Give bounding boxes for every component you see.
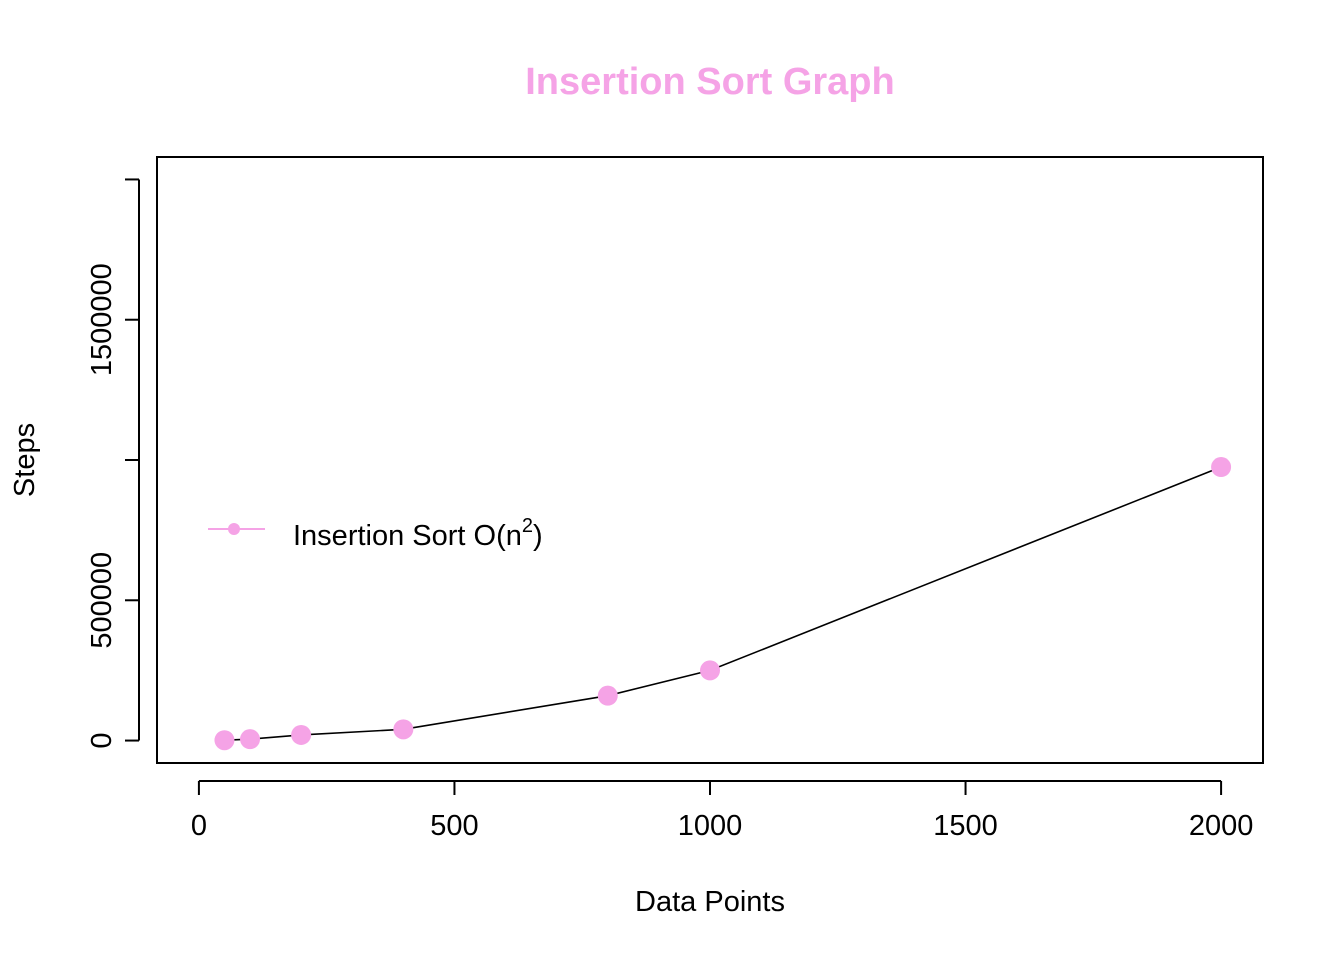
y-tick-label: 0	[86, 732, 118, 748]
y-axis: 0 500000 1500000	[86, 178, 140, 749]
x-tick-label: 1500	[933, 810, 998, 842]
y-axis-title: Steps	[9, 423, 41, 497]
y-tick-label: 1500000	[86, 263, 118, 376]
legend-marker-swatch	[228, 523, 240, 535]
legend-label-text: Insertion Sort O(	[293, 520, 506, 552]
chart-title: Insertion Sort Graph	[525, 61, 894, 103]
legend-label-superscript: 2	[522, 515, 533, 537]
data-point	[597, 685, 618, 706]
legend-label-close: )	[533, 520, 543, 552]
x-axis: 0 500 1000 1500 2000	[191, 780, 1254, 842]
data-point	[214, 730, 235, 751]
x-tick-label: 500	[430, 810, 478, 842]
data-point	[291, 724, 312, 745]
x-tick-label: 0	[191, 810, 207, 842]
legend-label-base: n	[506, 520, 522, 552]
plot-area	[214, 457, 1232, 751]
data-point	[393, 719, 414, 740]
y-tick-label: 500000	[86, 552, 118, 649]
data-point	[1211, 457, 1232, 478]
series-line	[224, 466, 1222, 742]
x-axis-title: Data Points	[635, 886, 785, 918]
plot-frame	[156, 156, 1264, 764]
data-point	[240, 729, 261, 750]
x-tick-label: 2000	[1189, 810, 1254, 842]
data-point	[700, 660, 720, 681]
legend-label: Insertion Sort O(n2)	[293, 515, 543, 552]
x-tick-label: 1000	[678, 810, 743, 842]
legend: Insertion Sort O(n2)	[208, 515, 543, 552]
